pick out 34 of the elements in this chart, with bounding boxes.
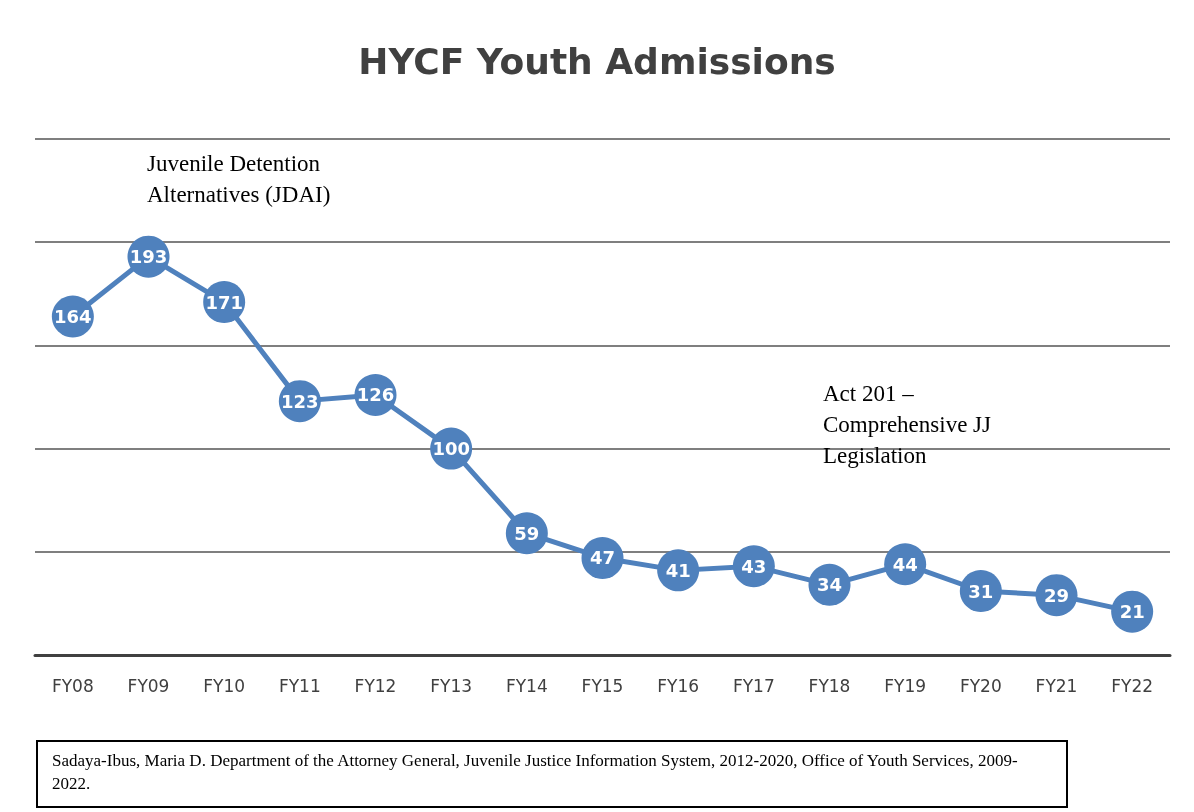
data-label: 43 xyxy=(741,555,767,577)
data-label: 47 xyxy=(589,547,616,569)
text: Sadaya-Ibus, Maria D. Department of the Attorney General, Juvenile Justice Information System, 2012-2020, Office of Youth Services, 2009-2022. xyxy=(36,740,1068,808)
x-tick-label: FY22 xyxy=(1111,675,1154,696)
data-label: 31 xyxy=(968,580,994,602)
data-label: 171 xyxy=(205,291,243,313)
x-tick-label: FY18 xyxy=(808,675,851,696)
x-tick-label: FY16 xyxy=(657,675,700,696)
x-tick-label: FY12 xyxy=(354,675,397,696)
data-label: 34 xyxy=(816,574,843,596)
x-tick-label: FY19 xyxy=(884,675,927,696)
x-tick-label: FY11 xyxy=(278,675,321,696)
x-tick-label: FY10 xyxy=(203,675,246,696)
x-tick-label: FY15 xyxy=(581,675,624,696)
chart-title: HYCF Youth Admissions xyxy=(358,40,836,82)
data-label: 126 xyxy=(356,384,395,406)
data-label: 164 xyxy=(54,306,92,327)
data-label: 44 xyxy=(892,553,918,575)
x-tick-label: FY13 xyxy=(430,675,473,696)
data-label: 29 xyxy=(1043,584,1070,606)
data-label: 41 xyxy=(665,559,691,581)
x-tick-label: FY17 xyxy=(732,675,775,696)
x-tick-label: FY20 xyxy=(959,675,1002,696)
data-label: 123 xyxy=(281,390,319,412)
x-tick-label: FY09 xyxy=(127,675,170,696)
data-label: 21 xyxy=(1119,601,1145,623)
data-label: 193 xyxy=(129,246,168,268)
annotation: Juvenile Detention Alternatives (JDAI) xyxy=(147,150,332,210)
x-tick-label: FY08 xyxy=(51,675,94,696)
annotation: Act 201 – Comprehensive JJ Legislation xyxy=(823,380,992,471)
x-tick-label: FY21 xyxy=(1035,675,1078,696)
data-label: 59 xyxy=(514,522,540,544)
data-label: 100 xyxy=(432,438,470,460)
x-tick-label: FY14 xyxy=(505,675,548,696)
